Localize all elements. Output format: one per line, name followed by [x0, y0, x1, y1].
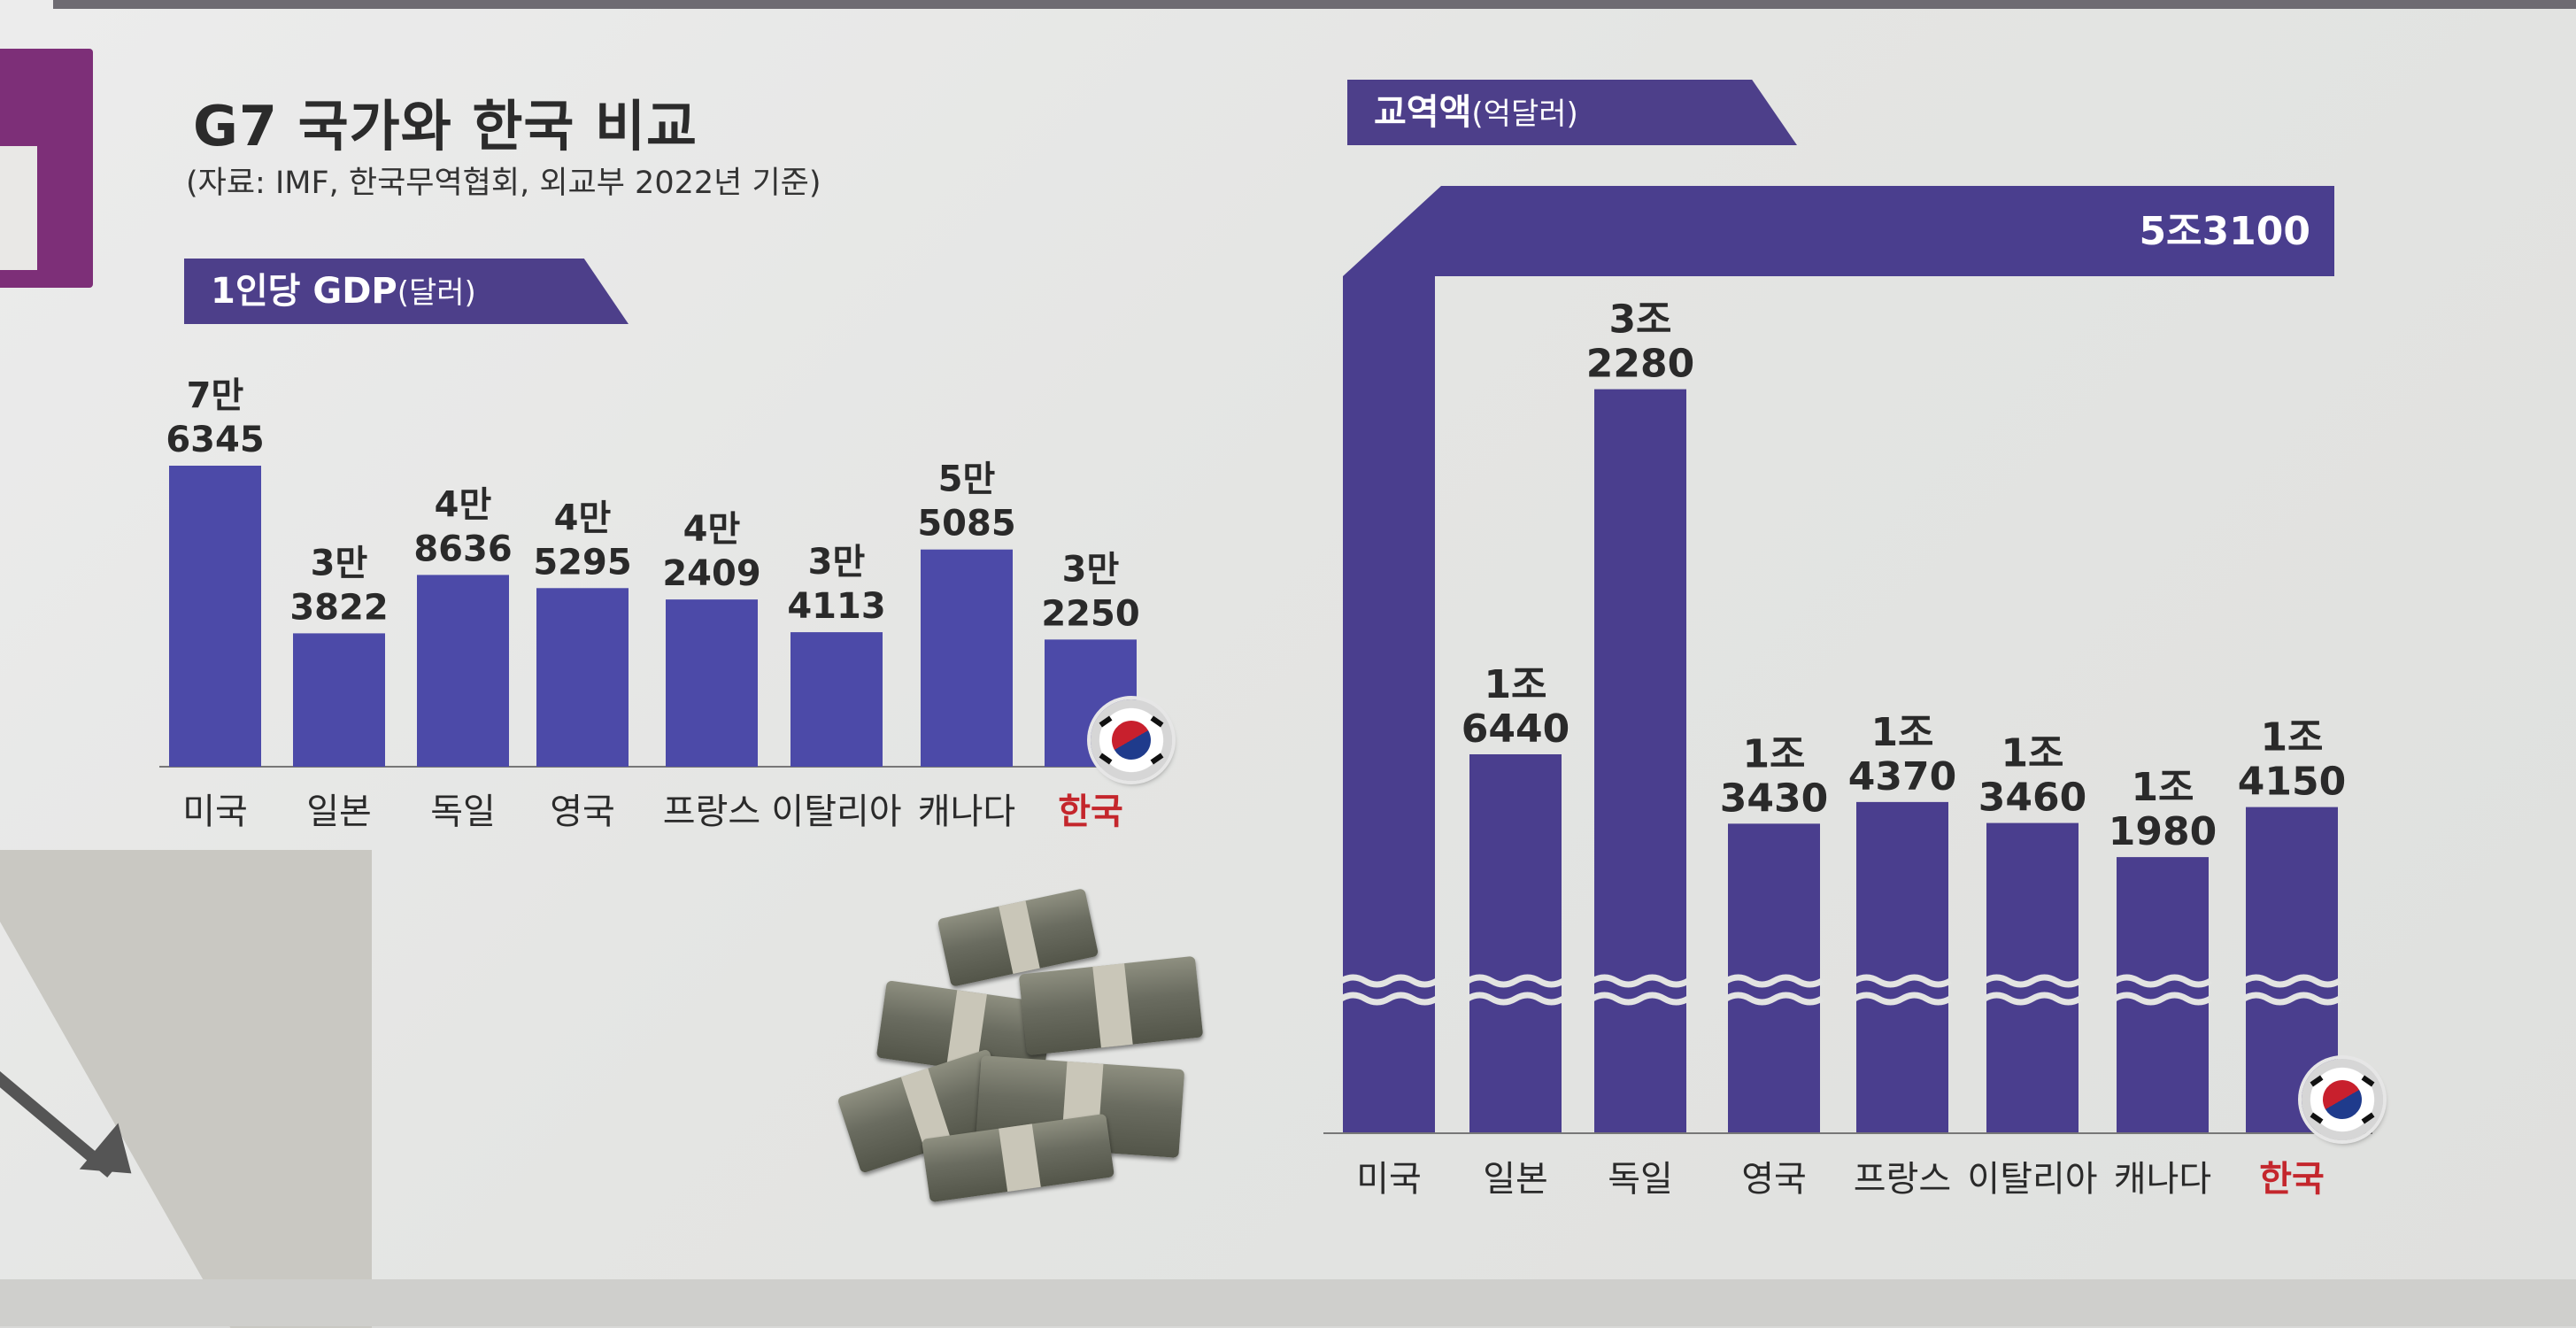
gdp-value-label: 3만: [311, 543, 368, 583]
page-top-rule: [53, 0, 2576, 9]
wave-break-icon: [2113, 992, 2212, 1006]
trade-value-label: 1조: [1742, 731, 1805, 776]
trade-category-label: 독일: [1608, 1159, 1673, 1200]
gdp-category-label: 일본: [306, 791, 372, 832]
page-bottom-band: [0, 1279, 2576, 1326]
wave-break-icon: [1853, 974, 1952, 988]
gdp-bar: [791, 632, 883, 767]
bill-stack: [1018, 955, 1204, 1056]
infographic-title: G7 국가와 한국 비교: [193, 94, 698, 158]
gdp-category-label: 한국: [1058, 791, 1123, 832]
gdp-value-label: 6345: [166, 420, 264, 460]
trade-value-label: 1980: [2109, 809, 2217, 854]
trade-value-label: 4370: [1848, 754, 1956, 799]
wave-break-icon: [2242, 992, 2341, 1006]
wave-break-icon: [1466, 992, 1565, 1006]
gdp-value-label: 3822: [289, 587, 388, 628]
gdp-value-label: 4만: [683, 509, 741, 550]
gdp-value-label: 4만: [435, 484, 492, 525]
gdp-bar: [293, 633, 385, 767]
trade-tag-label: 교역액: [1374, 92, 1472, 133]
gdp-value-label: 3만: [1062, 549, 1120, 590]
trade-value-label: 1조: [1870, 710, 1933, 755]
section-marker-notch: [0, 146, 37, 270]
trade-category-label: 프랑스: [1854, 1159, 1951, 1200]
gdp-bar: [417, 575, 509, 767]
gdp-panel-tag: 1인당 GDP(달러): [184, 259, 629, 324]
trade-category-label: 영국: [1741, 1159, 1807, 1200]
trade-value-label: 3430: [1720, 776, 1828, 821]
gdp-value-label: 7만: [187, 375, 244, 416]
gdp-value-label: 4만: [554, 498, 612, 538]
source-note: (자료: IMF, 한국무역협회, 외교부 2022년 기준): [186, 166, 821, 201]
korea-flag-icon: [1091, 699, 1172, 781]
trade-panel-tag: 교역액(억달러): [1347, 80, 1797, 145]
trade-category-label: 일본: [1483, 1159, 1548, 1200]
trade-value-label: 6440: [1462, 706, 1570, 752]
trade-value-label: 1조: [2131, 765, 2194, 810]
trade-category-label: 이탈리아: [1967, 1159, 2097, 1200]
trade-value-label: 4150: [2238, 760, 2346, 805]
gdp-bar: [169, 466, 261, 767]
trade-value-label: 1조: [1484, 662, 1546, 707]
section-marker: [0, 49, 93, 288]
trade-value-label: 1조: [2260, 715, 2323, 761]
gdp-value-label: 5295: [533, 542, 631, 583]
trade-bar: [1856, 801, 1948, 1133]
gdp-category-label: 이탈리아: [771, 791, 901, 832]
gdp-value-label: 5만: [938, 459, 996, 500]
trade-tag-unit: (억달러): [1471, 97, 1578, 132]
gdp-category-label: 독일: [430, 791, 496, 832]
gdp-value-label: 5085: [917, 504, 1015, 544]
trade-value-label: 5조3100: [2139, 209, 2310, 254]
wave-break-icon: [1724, 974, 1824, 988]
trade-bar: [1469, 754, 1562, 1133]
gdp-bar: [536, 588, 629, 767]
wave-break-icon: [1339, 992, 1438, 1006]
trade-category-label: 캐나다: [2114, 1159, 2211, 1200]
wave-break-icon: [2242, 974, 2341, 988]
gdp-value-label: 2409: [662, 553, 760, 594]
wave-break-icon: [1983, 974, 2082, 988]
gdp-value-label: 3만: [808, 542, 866, 583]
wave-break-icon: [1853, 992, 1952, 1006]
trade-category-label: 한국: [2259, 1159, 2325, 1200]
wave-break-icon: [1591, 974, 1690, 988]
gdp-tag-unit: (달러): [397, 275, 476, 311]
trade-category-label: 미국: [1356, 1159, 1422, 1200]
gdp-value-label: 2250: [1041, 593, 1139, 634]
gdp-category-label: 미국: [182, 791, 248, 832]
trade-value-label: 2280: [1586, 342, 1694, 387]
gdp-value-label: 8636: [413, 529, 512, 569]
gdp-bar: [921, 549, 1013, 767]
gdp-value-label: 4113: [787, 586, 885, 627]
trade-bar: [1594, 389, 1686, 1133]
trade-value-label: 1조: [2001, 731, 2063, 776]
wave-break-icon: [1466, 974, 1565, 988]
trade-value-label: 3460: [1978, 776, 2086, 821]
wave-break-icon: [1983, 992, 2082, 1006]
trade-value-label: 3조: [1608, 297, 1671, 343]
wave-break-icon: [1724, 992, 1824, 1006]
wave-break-icon: [1339, 974, 1438, 988]
wave-break-icon: [1591, 992, 1690, 1006]
gdp-category-label: 프랑스: [663, 791, 760, 832]
money-stack-icon: [837, 888, 1235, 1203]
wave-break-icon: [2113, 974, 2212, 988]
gdp-bar: [666, 599, 758, 767]
gdp-category-label: 영국: [550, 791, 615, 832]
korea-flag-icon: [2302, 1059, 2383, 1140]
gdp-tag-label: 1인당 GDP: [211, 271, 397, 312]
gdp-category-label: 캐나다: [918, 791, 1015, 832]
